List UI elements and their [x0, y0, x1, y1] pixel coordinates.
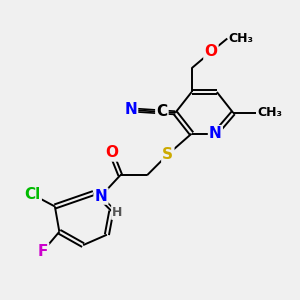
Text: N: N	[94, 189, 107, 204]
Text: S: S	[162, 147, 173, 162]
Text: CH₃: CH₃	[257, 106, 282, 119]
Text: O: O	[105, 146, 118, 160]
Text: C: C	[156, 104, 167, 119]
Text: F: F	[38, 244, 48, 259]
Text: CH₃: CH₃	[229, 32, 254, 45]
Text: N: N	[209, 126, 222, 141]
Text: O: O	[204, 44, 218, 59]
Text: Cl: Cl	[25, 187, 41, 202]
Text: H: H	[112, 206, 122, 219]
Text: N: N	[124, 102, 137, 117]
